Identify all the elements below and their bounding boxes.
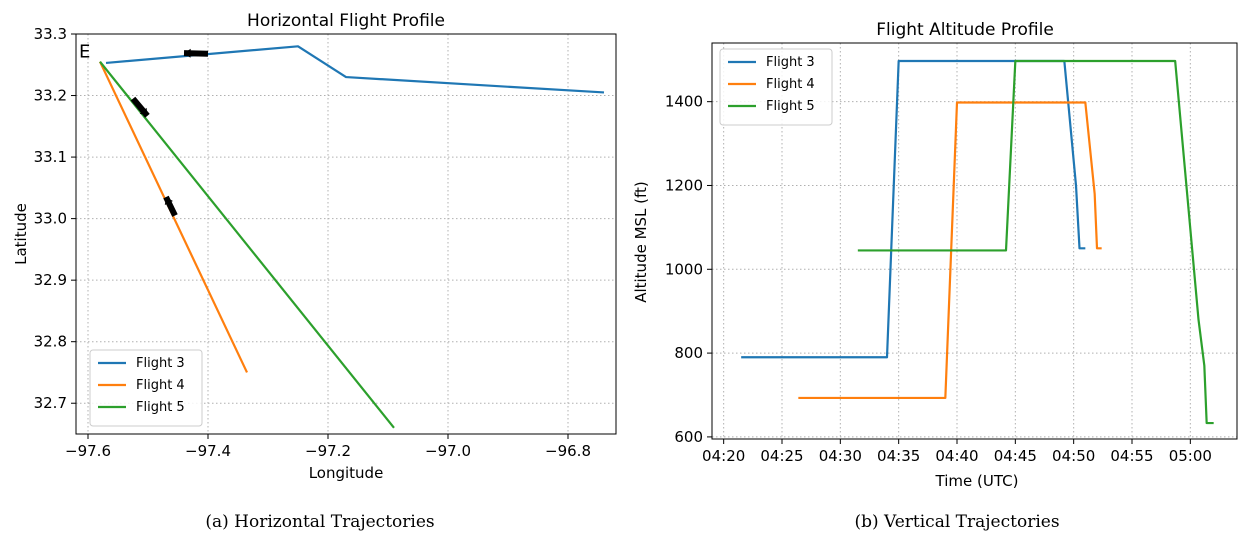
- series-line-flight-5: [857, 59, 1214, 425]
- legend: Flight 3 Flight 4 Flight 5: [89, 349, 203, 427]
- x-tick-label: 04:45: [994, 447, 1037, 465]
- x-tick-label: 04:25: [760, 447, 803, 465]
- x-axis-ticks: 04:20 04:25 04:30 04:35 04:40 04:45 04:50 04:55…: [702, 439, 1212, 465]
- y-tick-label: 32.9: [34, 271, 67, 289]
- legend-label: Flight 3: [766, 55, 815, 70]
- x-axis-label: Time (UTC): [935, 472, 1019, 490]
- direction-arrow: [183, 48, 209, 58]
- direction-arrows: [130, 48, 209, 217]
- direction-arrow: [130, 96, 150, 118]
- x-axis-label: Longitude: [309, 464, 384, 482]
- grid: [712, 43, 1237, 439]
- y-tick-label: 1000: [665, 260, 703, 278]
- caption: (b) Vertical Trajectories: [854, 512, 1059, 532]
- y-axis-label: Latitude: [12, 203, 30, 265]
- legend-label: Flight 5: [766, 99, 815, 114]
- x-tick-label: 04:50: [1052, 447, 1095, 465]
- y-axis-ticks: 600 800 1000 1200 1400: [665, 93, 712, 446]
- legend-label: Flight 4: [136, 378, 185, 393]
- plot-frame: [75, 33, 617, 435]
- series-line-flight-4: [99, 61, 248, 373]
- y-tick-label: 33.1: [34, 148, 67, 166]
- y-tick-label: 33.0: [34, 210, 67, 228]
- legend: Flight 3 Flight 4 Flight 5: [719, 48, 833, 126]
- altitude-profile-chart: Flight Altitude Profile 04:20 04:25 04:30 0…: [632, 20, 1238, 532]
- legend-label: Flight 3: [136, 356, 185, 371]
- y-tick-label: 33.3: [34, 25, 67, 43]
- legend-label: Flight 5: [136, 400, 185, 415]
- horizontal-profile-chart: Horizontal Flight Profile −97.6 −97.4 −97.…: [12, 11, 617, 532]
- series-lines: [741, 59, 1214, 425]
- series-line-flight-3: [105, 45, 605, 94]
- direction-arrow: [163, 195, 178, 217]
- y-axis-ticks: 32.7 32.8 32.9 33.0 33.1 33.2 33.3: [34, 25, 76, 412]
- y-tick-label: 32.7: [34, 394, 67, 412]
- caption: (a) Horizontal Trajectories: [205, 512, 434, 532]
- legend-label: Flight 4: [766, 77, 815, 92]
- y-tick-label: 32.8: [34, 333, 67, 351]
- y-tick-label: 600: [674, 428, 703, 446]
- x-tick-label: 05:00: [1169, 447, 1212, 465]
- x-tick-label: −97.6: [65, 442, 111, 460]
- y-tick-label: 1200: [665, 176, 703, 194]
- y-tick-label: 800: [674, 344, 703, 362]
- annotation-e: E: [79, 41, 90, 62]
- chart-title: Horizontal Flight Profile: [247, 11, 445, 31]
- grid: [76, 33, 616, 434]
- y-tick-label: 1400: [665, 93, 703, 111]
- series-line-flight-5: [99, 61, 395, 429]
- y-tick-label: 33.2: [34, 87, 67, 105]
- x-tick-label: −97.4: [185, 442, 231, 460]
- x-tick-label: 04:30: [819, 447, 862, 465]
- x-tick-label: −96.8: [545, 442, 591, 460]
- series-line-flight-4: [798, 101, 1102, 400]
- y-axis-label: Altitude MSL (ft): [632, 181, 650, 303]
- x-tick-label: 04:55: [1110, 447, 1153, 465]
- x-axis-ticks: −97.6 −97.4 −97.2 −97.0 −96.8: [65, 434, 591, 460]
- x-tick-label: 04:20: [702, 447, 745, 465]
- x-tick-label: −97.0: [425, 442, 471, 460]
- plot-frame: [711, 42, 1238, 440]
- x-tick-label: 04:40: [935, 447, 978, 465]
- x-tick-label: −97.2: [305, 442, 351, 460]
- chart-title: Flight Altitude Profile: [876, 20, 1054, 40]
- x-tick-label: 04:35: [877, 447, 920, 465]
